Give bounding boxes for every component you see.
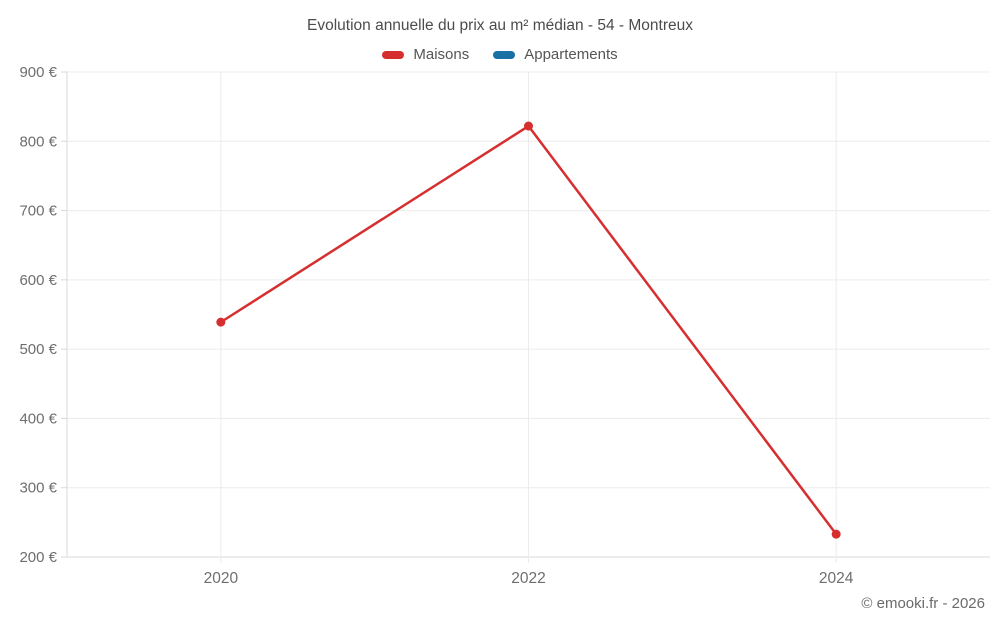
- svg-text:2020: 2020: [204, 570, 239, 587]
- svg-text:600 €: 600 €: [19, 272, 57, 289]
- gridlines: [67, 71, 990, 563]
- chart-legend: Maisons Appartements: [0, 45, 1000, 65]
- svg-text:500 €: 500 €: [19, 341, 57, 358]
- x-axis-labels: 2020 2022 2024: [204, 570, 854, 587]
- legend-label-appartements: Appartements: [524, 46, 618, 63]
- svg-text:800 €: 800 €: [19, 133, 57, 150]
- svg-text:200 €: 200 €: [19, 549, 57, 566]
- maisons-data-point: [524, 121, 533, 131]
- chart-title: Evolution annuelle du prix au m² médian …: [307, 17, 693, 34]
- legend-label-maisons: Maisons: [413, 46, 470, 63]
- svg-text:300 €: 300 €: [19, 480, 57, 497]
- svg-text:400 €: 400 €: [19, 410, 57, 427]
- y-axis-labels: 200 € 300 € 400 € 500 € 600 € 700 € 800 € 900 €: [19, 64, 57, 566]
- svg-text:700 €: 700 €: [19, 203, 57, 220]
- maisons-data-point: [216, 317, 226, 327]
- svg-text:2024: 2024: [819, 570, 854, 587]
- legend-item-appartements[interactable]: Appartements: [493, 45, 618, 65]
- footer-credit: © emooki.fr - 2026: [861, 595, 985, 612]
- svg-text:2022: 2022: [511, 570, 545, 587]
- svg-text:900 €: 900 €: [19, 64, 57, 81]
- axes: [61, 71, 68, 558]
- maisons-swatch-icon: [382, 51, 405, 59]
- appartements-swatch-icon: [493, 51, 516, 59]
- maisons-points: [216, 121, 841, 539]
- maisons-data-point: [831, 529, 841, 539]
- legend-item-maisons[interactable]: Maisons: [382, 45, 469, 65]
